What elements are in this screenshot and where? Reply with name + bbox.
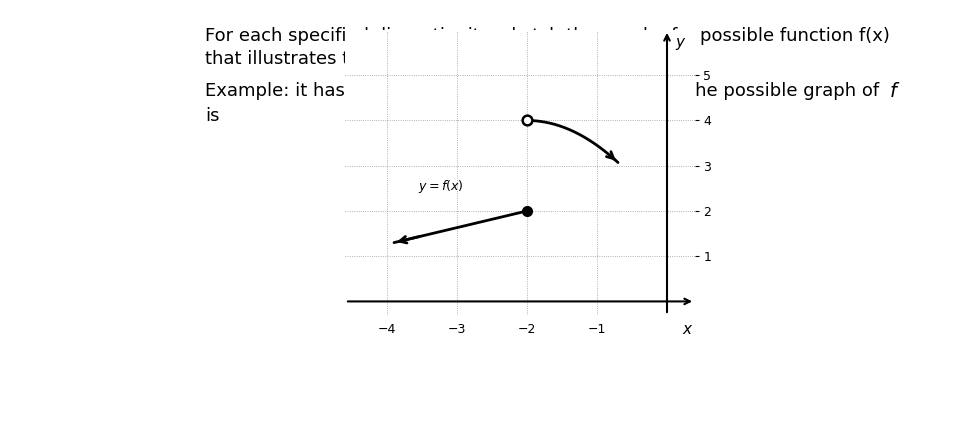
- Text: $f$: $f$: [889, 82, 900, 101]
- Text: $x = -2$: $x = -2$: [572, 82, 640, 100]
- Text: is: is: [205, 107, 220, 125]
- Text: , then the possible graph of: , then the possible graph of: [630, 82, 885, 100]
- Text: x: x: [682, 322, 692, 337]
- Text: Example: it has a jump discontinuity at: Example: it has a jump discontinuity at: [205, 82, 564, 100]
- Text: $y = f(x)$: $y = f(x)$: [419, 178, 464, 194]
- Text: For each specified discontinuity, sketch the graph of a possible function f(x): For each specified discontinuity, sketch…: [205, 27, 890, 45]
- Text: that illustrates the discontinuity.: that illustrates the discontinuity.: [205, 50, 496, 68]
- Text: y: y: [675, 34, 684, 50]
